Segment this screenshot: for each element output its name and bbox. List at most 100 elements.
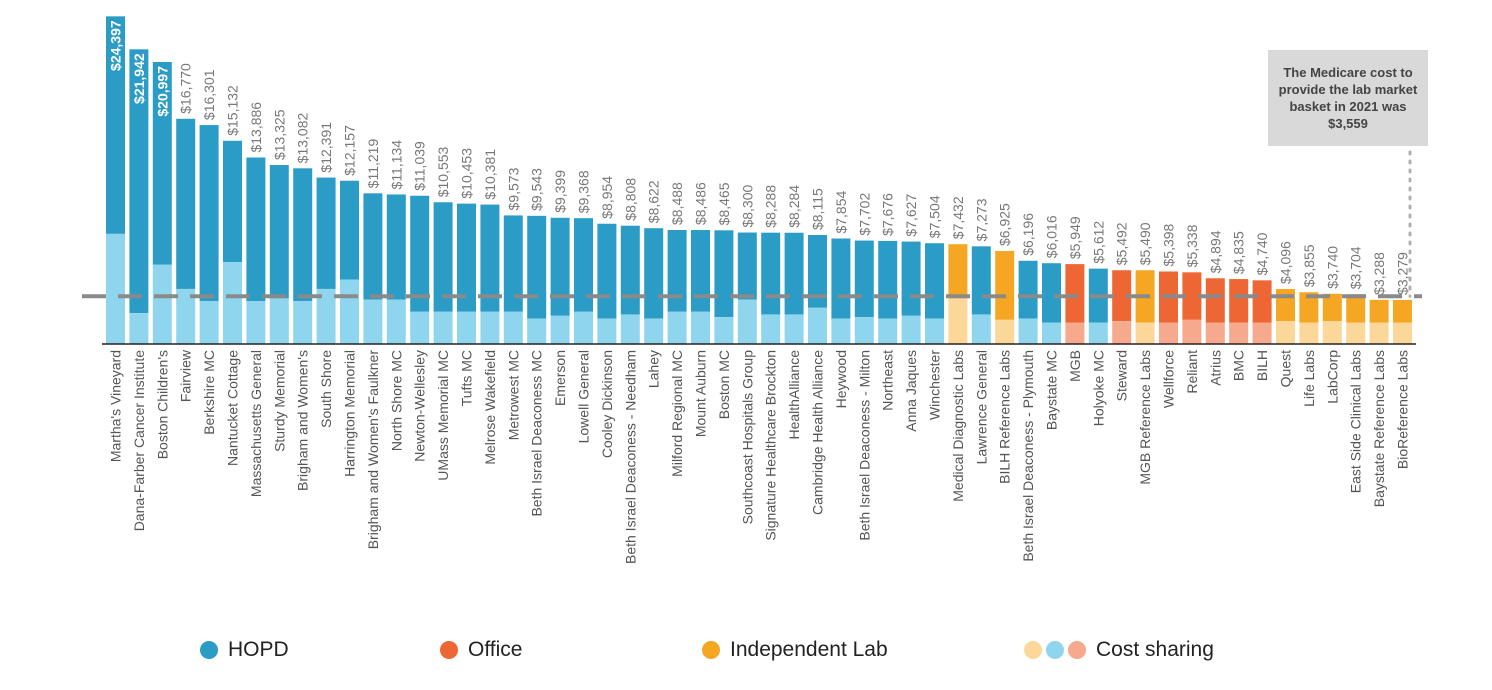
value-label: $13,082 <box>295 112 311 163</box>
bar-segment-cost-sharing <box>1252 322 1272 344</box>
medicare-cost-callout: The Medicare cost to provide the lab mar… <box>1268 50 1428 146</box>
category-label: Life Labs <box>1301 350 1317 407</box>
value-label: $5,492 <box>1114 222 1130 265</box>
bar-segment-cost-sharing <box>1135 322 1155 344</box>
bar-segment-cost-sharing <box>1065 322 1085 344</box>
category-label: Winchester <box>927 350 943 420</box>
bar-segment-cost-sharing <box>1369 322 1389 344</box>
value-label: $7,854 <box>833 190 849 233</box>
bar-segment-cost-sharing <box>761 314 781 344</box>
bar-segment-cost-sharing <box>1042 322 1061 344</box>
bar-segment-paid <box>316 177 336 289</box>
bar-segment-paid <box>1393 299 1412 323</box>
bar-segment-cost-sharing <box>1299 322 1319 344</box>
value-label: $8,622 <box>646 180 662 223</box>
value-label: $7,273 <box>973 198 989 241</box>
category-label: Fairview <box>178 349 194 402</box>
category-label: Cooley Dickinson <box>599 350 615 458</box>
category-label: HealthAlliance <box>786 350 802 440</box>
bar-segment-cost-sharing <box>737 299 757 344</box>
category-label: North Shore MC <box>388 350 404 451</box>
bar-segment-cost-sharing <box>457 311 476 344</box>
legend-swatch-hopd <box>200 641 218 659</box>
value-label: $21,942 <box>131 53 147 104</box>
bar-segment-paid <box>971 246 991 315</box>
bar-segment-paid <box>269 165 289 299</box>
category-label: MGB Reference Labs <box>1137 350 1153 485</box>
bar-segment-paid <box>831 238 851 319</box>
bar-segment-paid <box>574 218 593 312</box>
bar-segment-cost-sharing <box>878 318 898 344</box>
category-label: Boston Children's <box>154 350 170 459</box>
bar-segment-cost-sharing <box>386 299 406 344</box>
bar-segment-paid <box>1112 270 1132 322</box>
bar-segment-paid <box>1205 278 1225 323</box>
value-label: $5,398 <box>1161 223 1177 266</box>
value-label: $9,399 <box>552 170 568 213</box>
bar-segment-paid <box>1065 264 1085 323</box>
bar-segment-cost-sharing <box>340 279 359 344</box>
category-label: Martha's Vineyard <box>108 350 124 462</box>
bar-segment-cost-sharing <box>1018 318 1038 344</box>
category-label: Brigham and Women's Faulkner <box>365 350 381 550</box>
bar-segment-paid <box>410 195 430 312</box>
category-label: Newton-Wellesley <box>412 350 428 462</box>
value-label: $8,284 <box>786 185 802 228</box>
value-label: $8,465 <box>716 182 732 225</box>
bar-segment-paid <box>784 232 804 315</box>
bar-segment-paid <box>106 16 125 234</box>
bar-segment-paid <box>1018 260 1038 319</box>
category-label: Medical Diagnostic Labs <box>950 350 966 502</box>
bar-segment-paid <box>433 202 453 312</box>
bar-segment-cost-sharing <box>1088 322 1108 344</box>
bar-segment-paid <box>1369 299 1389 323</box>
bar-segment-cost-sharing <box>152 264 172 344</box>
legend-label-hopd: HOPD <box>228 638 289 661</box>
bar-segment-cost-sharing <box>784 314 804 344</box>
bar-segment-paid <box>152 62 172 265</box>
value-label: $9,543 <box>529 168 545 211</box>
bar-segment-cost-sharing <box>1112 321 1132 344</box>
bar-segment-paid <box>199 125 219 302</box>
category-label: Beth Israel Deaconess - Plymouth <box>1020 350 1036 562</box>
bar-segment-cost-sharing <box>129 313 149 344</box>
bar-segment-paid <box>854 240 874 318</box>
bar-segment-paid <box>223 140 242 263</box>
category-label: Atrius <box>1207 350 1223 386</box>
value-label: $3,279 <box>1395 252 1411 295</box>
category-label: Emerson <box>552 350 568 406</box>
bar-segment-cost-sharing <box>1322 321 1342 344</box>
value-label: $8,288 <box>763 185 779 228</box>
bar-segment-cost-sharing <box>597 318 617 344</box>
category-label: Milford Regional MC <box>669 350 685 477</box>
value-label: $20,997 <box>154 66 170 117</box>
category-label: Mount Auburn <box>693 350 709 437</box>
bar-segment-cost-sharing <box>176 288 196 344</box>
bar-segment-paid <box>878 240 898 319</box>
bar-segment-cost-sharing <box>667 311 687 344</box>
category-label: Quest <box>1278 350 1294 387</box>
value-label: $12,157 <box>342 125 358 176</box>
bar-segment-cost-sharing <box>293 301 313 344</box>
bar-segment-paid <box>761 232 781 315</box>
bar-segment-cost-sharing <box>433 311 453 344</box>
category-label: Holyoke MC <box>1090 350 1106 426</box>
category-label: Baystate MC <box>1044 350 1060 430</box>
value-label: $7,627 <box>903 194 919 237</box>
category-label: Steward <box>1114 350 1130 401</box>
value-label: $5,338 <box>1184 224 1200 267</box>
bar-segment-cost-sharing <box>503 311 523 344</box>
value-label: $8,115 <box>810 188 826 230</box>
bar-segment-cost-sharing <box>106 233 125 344</box>
category-label: Beth Israel Deaconess - Milton <box>856 350 872 541</box>
bar-segment-cost-sharing <box>1159 322 1178 344</box>
value-label: $10,553 <box>435 146 451 197</box>
value-label: $7,504 <box>927 195 943 238</box>
value-label: $24,397 <box>108 20 124 71</box>
bar-segment-cost-sharing <box>1229 322 1249 344</box>
bar-segment-cost-sharing <box>948 298 968 344</box>
bar-segment-paid <box>340 180 359 280</box>
legend-item-cost-sharing: Cost sharing <box>1024 632 1214 668</box>
category-label: Boston MC <box>716 350 732 419</box>
value-label: $6,196 <box>1020 213 1036 256</box>
